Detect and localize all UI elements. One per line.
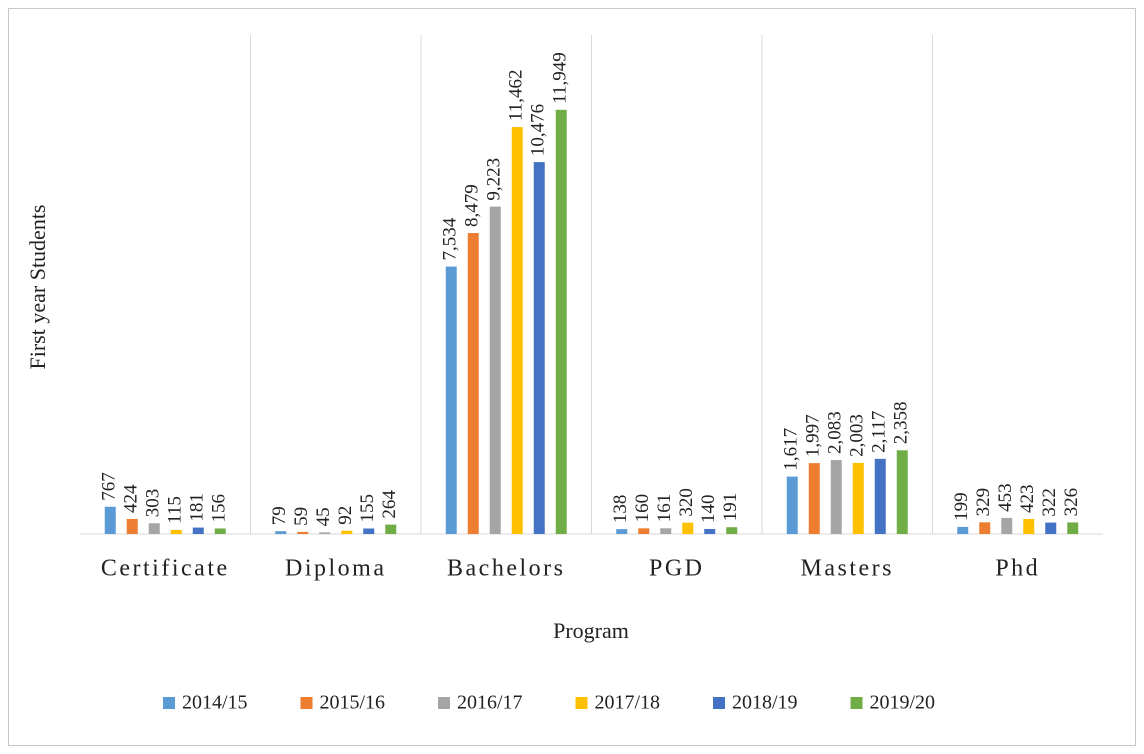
data-label: 2,083 [825,411,846,454]
bar [555,109,567,535]
legend-label: 2015/16 [320,692,386,714]
bar [385,524,397,534]
bar [126,518,138,534]
data-label: 115 [165,496,186,524]
bar [533,162,545,535]
chart-frame [8,8,1136,746]
bar [786,476,798,534]
data-label: 326 [1061,488,1082,517]
data-label: 322 [1039,488,1060,517]
legend-swatch [438,697,450,709]
bar [1001,517,1013,534]
data-label: 8,479 [462,184,483,227]
data-label: 264 [379,490,400,519]
x-tick-label: Masters [801,556,894,582]
data-label: 767 [99,472,120,501]
bar [616,529,628,534]
y-axis-title: First year Students [25,205,50,370]
bar [1045,522,1057,534]
bar [896,450,908,534]
legend-label: 2014/15 [182,692,248,714]
data-label: 423 [1017,484,1038,513]
legend-label: 2016/17 [457,692,523,714]
data-label: 11,462 [506,70,527,122]
legend-swatch [575,697,588,709]
bar [104,506,116,534]
data-label: 199 [951,492,972,521]
x-tick-label: Certificate [101,556,230,582]
x-tick-label: PGD [649,556,705,582]
data-label: 9,223 [484,158,505,201]
bar [341,530,353,534]
data-label: 2,003 [847,414,868,457]
data-label: 181 [187,493,208,522]
data-label: 156 [209,494,230,523]
legend-swatch [300,697,313,709]
bar [638,528,650,534]
data-label: 424 [121,484,142,513]
bar [1067,522,1079,534]
bar [660,528,672,534]
x-tick-label: Phd [995,556,1040,582]
data-label: 140 [698,495,719,524]
bar [808,463,820,534]
data-label: 59 [291,507,312,526]
x-tick-label: Bachelors [447,556,565,582]
data-label: 1,617 [781,428,802,471]
bar [319,532,331,534]
bar [489,206,501,534]
data-label: 161 [654,494,675,523]
legend-label: 2018/19 [732,692,798,714]
bar [170,529,182,534]
data-label: 79 [269,506,290,525]
data-label: 160 [632,494,653,523]
bar [148,523,160,534]
data-label: 303 [143,489,164,518]
legend-label: 2017/18 [595,692,661,714]
bar [874,458,886,534]
data-label: 191 [720,493,741,522]
bar [830,460,842,534]
legend-swatch [713,697,725,709]
bar [297,531,309,534]
bar [192,527,204,534]
x-axis-title: Program [553,618,629,643]
data-label: 155 [357,494,378,523]
legend-label: 2019/20 [870,692,936,714]
data-label: 45 [313,507,334,526]
legend-swatch [163,697,175,709]
data-label: 453 [995,483,1016,512]
bar [704,529,716,534]
legend-swatch [850,697,863,709]
data-label: 1,997 [803,414,824,457]
bar [445,266,457,534]
data-label: 320 [676,488,697,517]
bar [957,526,969,534]
data-label: 138 [610,495,631,524]
data-label: 329 [973,488,994,517]
bar [682,522,694,534]
data-label: 7,534 [440,217,461,260]
data-label: 2,358 [891,402,912,445]
bar [363,528,375,534]
bar [511,127,523,534]
bar [726,527,738,534]
bar [275,531,287,534]
x-tick-label: Diploma [285,556,387,582]
data-label: 92 [335,506,356,525]
bar [1023,518,1035,534]
data-label: 2,117 [869,411,890,453]
bar [852,462,864,534]
bar [979,522,991,534]
data-label: 10,476 [528,104,549,156]
data-label: 11,949 [550,52,571,104]
bar [214,528,226,534]
bar [467,232,479,535]
